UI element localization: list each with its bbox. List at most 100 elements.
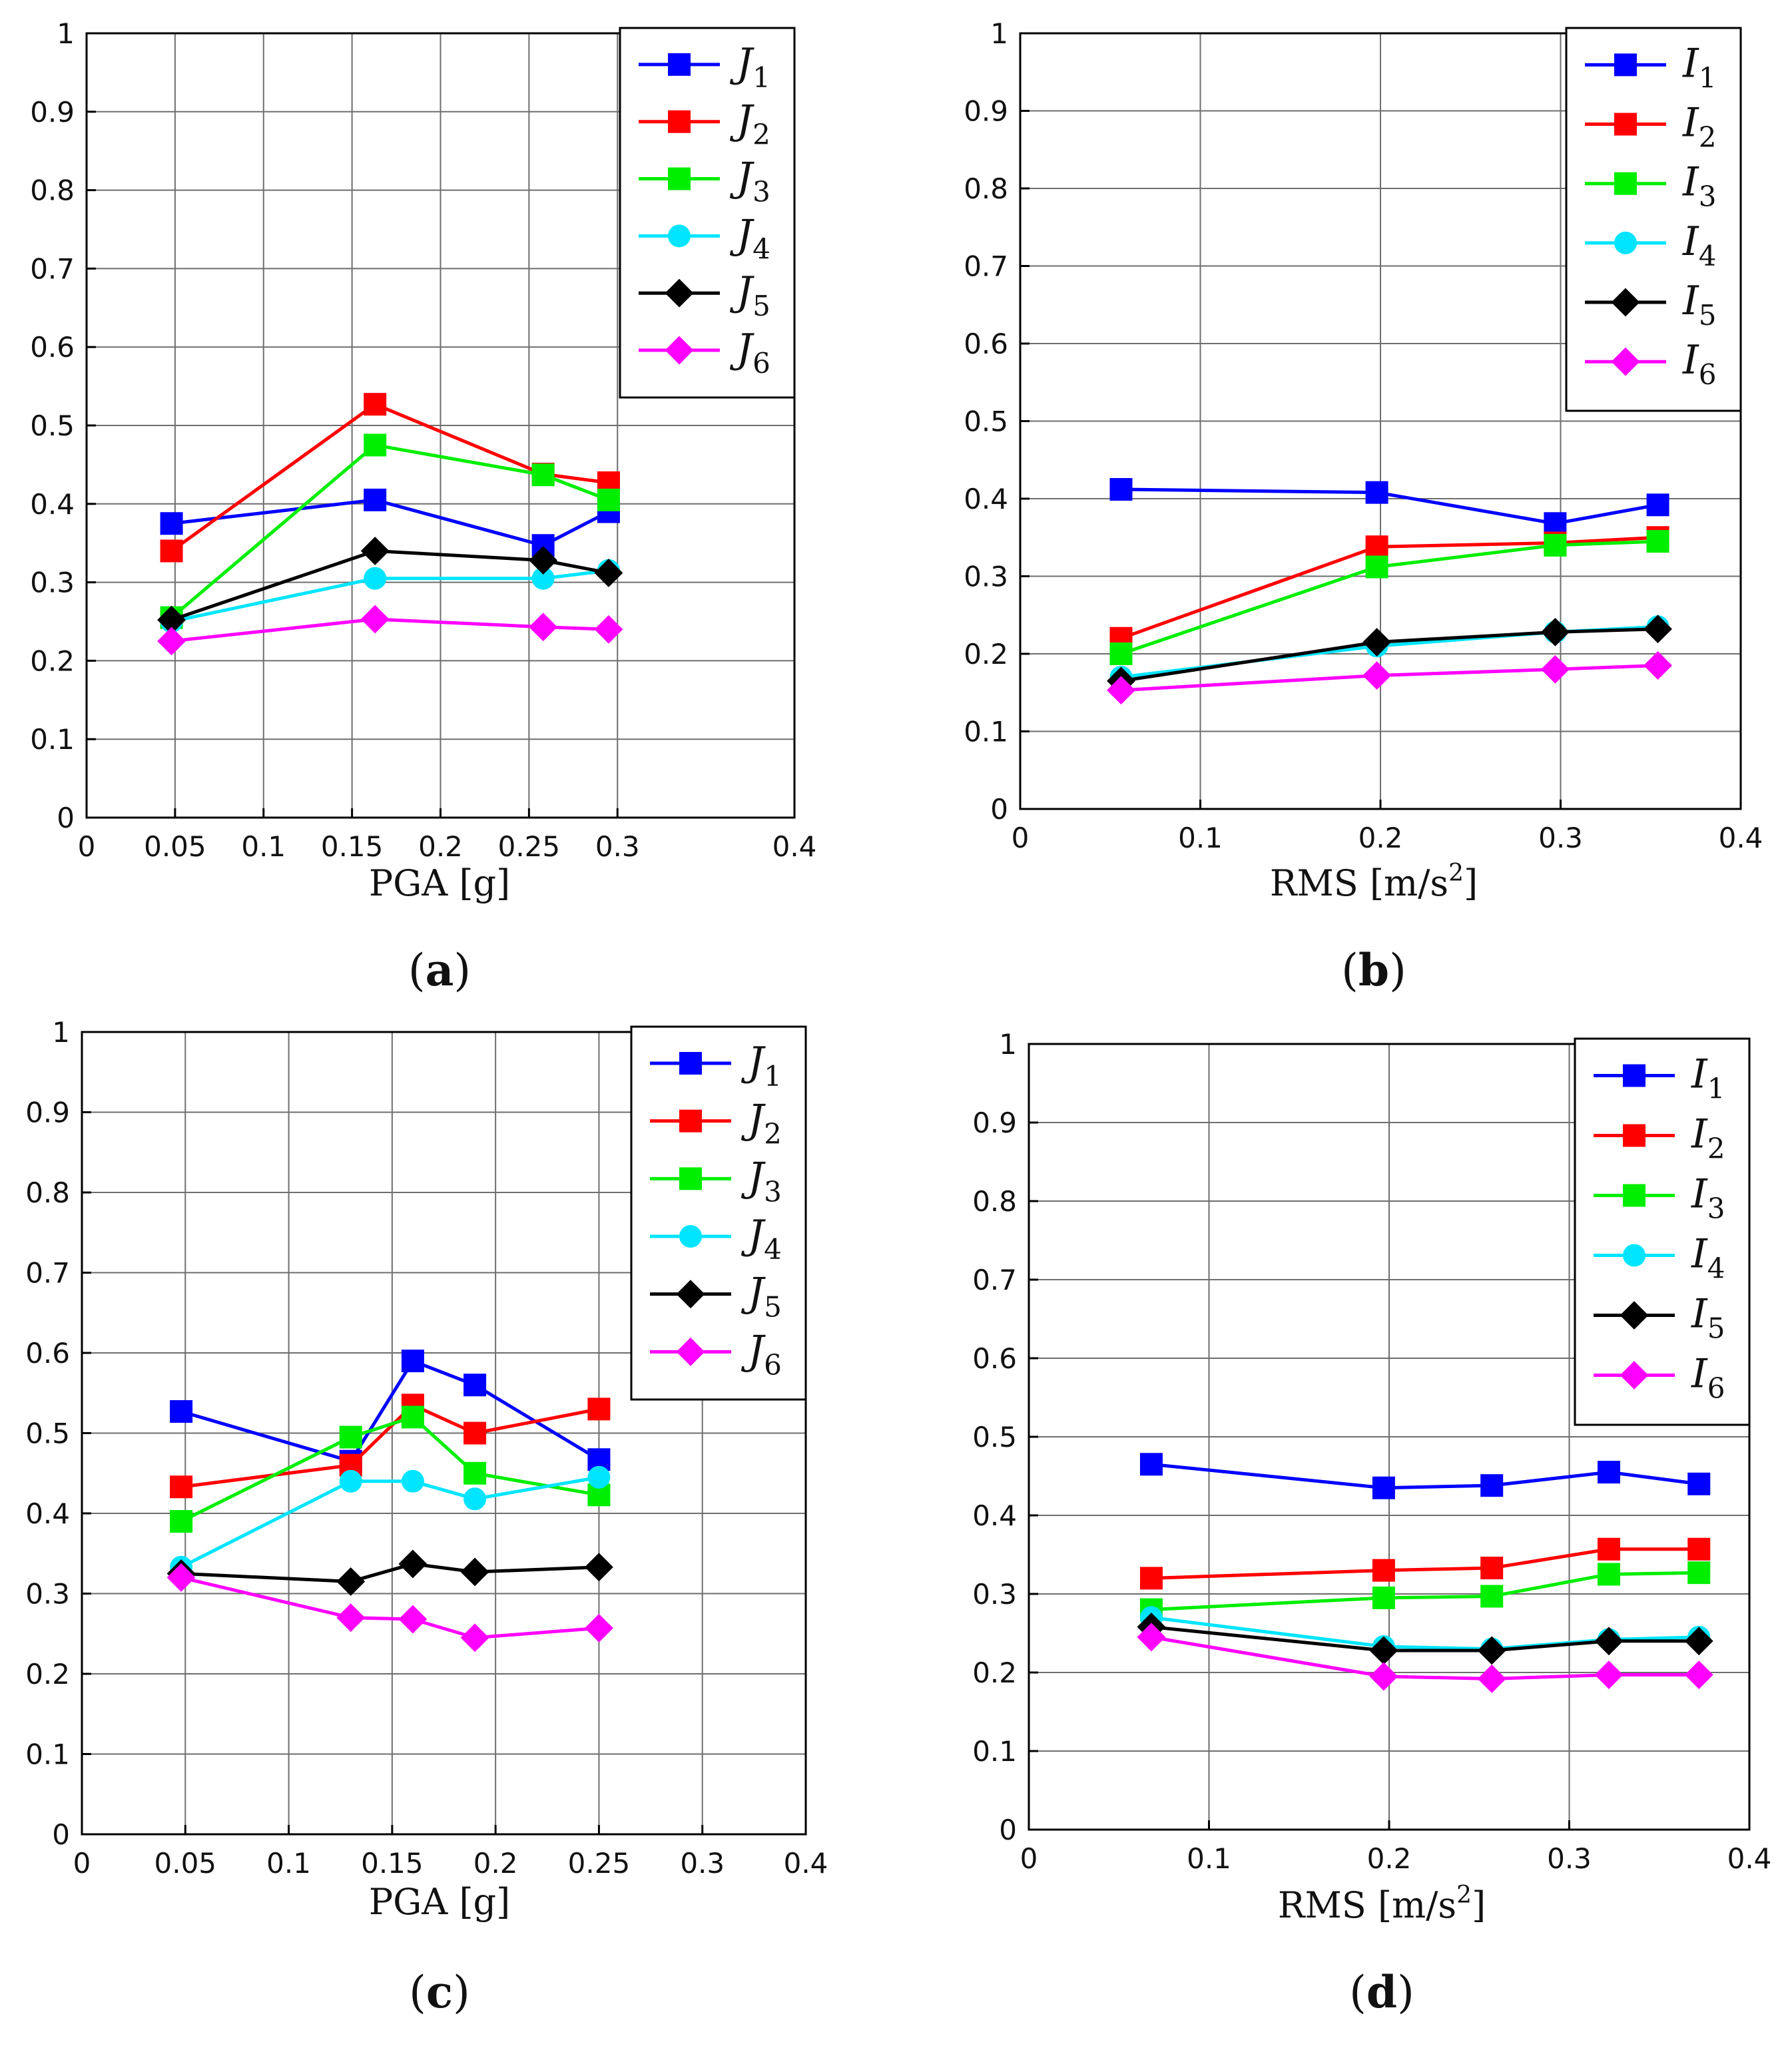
data-point-I5 — [1540, 617, 1570, 646]
data-point-J5 — [336, 1567, 366, 1596]
legend-label: I6 — [1691, 1351, 1725, 1405]
x-tick-label: 0.15 — [321, 830, 384, 863]
legend-marker — [1620, 1361, 1649, 1390]
legend-marker — [1614, 172, 1637, 195]
series-line-I2 — [1120, 535, 1658, 640]
y-tick-label: 0.1 — [964, 716, 1008, 748]
legend-marker — [668, 167, 691, 190]
legend-marker — [1614, 113, 1637, 136]
panel-label-b: (b) — [1341, 944, 1406, 996]
data-point-J2 — [587, 1398, 611, 1421]
x-tick-label: 0.4 — [1719, 822, 1763, 854]
legend-marker — [679, 1109, 702, 1133]
data-point-J1 — [364, 488, 387, 511]
data-point-J6 — [460, 1623, 489, 1653]
x-tick-label: 0 — [78, 830, 96, 863]
y-tick-label: 0.4 — [25, 1497, 70, 1530]
data-point-J3 — [170, 1510, 193, 1533]
chart-panel-d: 0 0.1 0.2 0.3 0.4 0.5 0.6 0.7 0.8 0.9 1 0 0.1 0.2 0.3 0… — [972, 1028, 1771, 2018]
panel-label-a: (a) — [408, 944, 471, 996]
y-tick-label: 0.8 — [30, 174, 75, 207]
series-line-J4 — [171, 569, 609, 623]
data-point-J6 — [360, 605, 390, 634]
chart-panel-c: 0 0.1 0.2 0.3 0.4 0.5 0.6 0.7 0.8 0.9 1 0 0.05 0.1 0.1… — [25, 1016, 828, 2018]
y-tick-label: 0.9 — [25, 1097, 70, 1129]
y-tick-label: 0.4 — [964, 483, 1008, 515]
x-axis-title: PGA [g] — [369, 1881, 510, 1923]
legend-marker — [679, 1225, 702, 1248]
data-point-I5 — [1362, 628, 1392, 656]
legend-marker — [665, 278, 694, 308]
data-point-J4 — [401, 1469, 424, 1493]
data-point-J6 — [398, 1605, 428, 1634]
legend-marker — [668, 110, 691, 133]
x-tick-label: 0 — [1020, 1842, 1038, 1875]
x-axis-title: RMS [m/s2] — [1270, 860, 1478, 904]
data-point-I1 — [1139, 1453, 1163, 1476]
y-tick-label: 0.7 — [972, 1264, 1017, 1296]
y-tick-label: 0.7 — [964, 250, 1008, 283]
data-point-J3 — [463, 1461, 487, 1485]
data-point-J5 — [398, 1549, 428, 1579]
y-tick-label: 0.2 — [964, 638, 1008, 670]
data-point-J6 — [585, 1613, 613, 1643]
data-point-J2 — [463, 1421, 487, 1445]
chart-panel-a: 0 0.1 0.2 0.3 0.4 0.5 0.6 0.7 0.8 0.9 1 0 0.05 0.1 0.1… — [30, 17, 816, 996]
legend-marker — [665, 336, 694, 365]
series-line-I6 — [1121, 663, 1658, 692]
x-tick-label: 0 — [1012, 822, 1030, 854]
x-tick-label: 0.4 — [772, 830, 817, 863]
x-tick-label: 0.3 — [1538, 822, 1583, 854]
panel-label-c: (c) — [409, 1966, 470, 2018]
legend-entry-J4: J4 — [650, 1212, 782, 1266]
x-tick-label: 0.1 — [1178, 822, 1223, 854]
legend-entry-I4: I4 — [1594, 1231, 1725, 1285]
y-tick-label: 0.2 — [25, 1658, 70, 1690]
legend-entry-J2: J2 — [639, 97, 770, 151]
chart-panel-b: 0 0.1 0.2 0.3 0.4 0.5 0.6 0.7 0.8 0.9 1 0 0.1 0.2 0.3 0… — [964, 17, 1763, 996]
data-point-J4 — [339, 1469, 362, 1493]
legend-marker — [1611, 288, 1640, 317]
x-tick-label: 0.2 — [473, 1847, 518, 1880]
x-tick-label: 0.05 — [154, 1847, 217, 1880]
data-point-J4 — [587, 1465, 611, 1489]
data-point-I5 — [1477, 1636, 1506, 1665]
data-point-J6 — [529, 613, 558, 642]
legend-marker — [668, 53, 691, 76]
data-point-I6 — [1594, 1661, 1624, 1689]
data-point-J3 — [339, 1425, 362, 1449]
y-tick-label: 0 — [990, 793, 1008, 826]
legend-label: I6 — [1682, 337, 1716, 391]
data-point-J1 — [401, 1350, 424, 1373]
legend-marker — [679, 1052, 702, 1075]
legend-label: I4 — [1691, 1231, 1725, 1285]
data-point-J3 — [401, 1406, 424, 1429]
data-point-I1 — [1365, 481, 1388, 504]
series-line-I1 — [1121, 487, 1659, 525]
panel-label-d: (d) — [1349, 1966, 1414, 2018]
legend-marker — [1614, 53, 1637, 77]
x-axis-title: PGA [g] — [369, 862, 510, 904]
x-tick-label: 0.3 — [595, 830, 640, 863]
legend-marker — [679, 1167, 702, 1190]
data-point-I6 — [1369, 1662, 1398, 1691]
legend-label: I1 — [1691, 1051, 1725, 1105]
y-tick-label: 0 — [57, 802, 75, 834]
x-tick-label: 0.3 — [1547, 1842, 1592, 1875]
data-point-I5 — [1594, 1627, 1624, 1656]
y-tick-label: 0.6 — [964, 328, 1008, 360]
x-tick-label: 0 — [73, 1847, 91, 1880]
legend-box — [630, 1025, 807, 1401]
data-point-J1 — [170, 1400, 193, 1423]
y-tick-label: 1 — [999, 1028, 1017, 1061]
x-tick-label: 0.1 — [1187, 1842, 1231, 1875]
legend-label: I2 — [1691, 1111, 1725, 1165]
data-point-I1 — [1480, 1474, 1504, 1497]
data-point-I2 — [1480, 1557, 1504, 1580]
y-tick-label: 0.4 — [30, 488, 75, 521]
data-point-I6 — [1362, 661, 1392, 690]
data-point-I1 — [1372, 1476, 1395, 1499]
data-point-I5 — [1643, 615, 1672, 644]
